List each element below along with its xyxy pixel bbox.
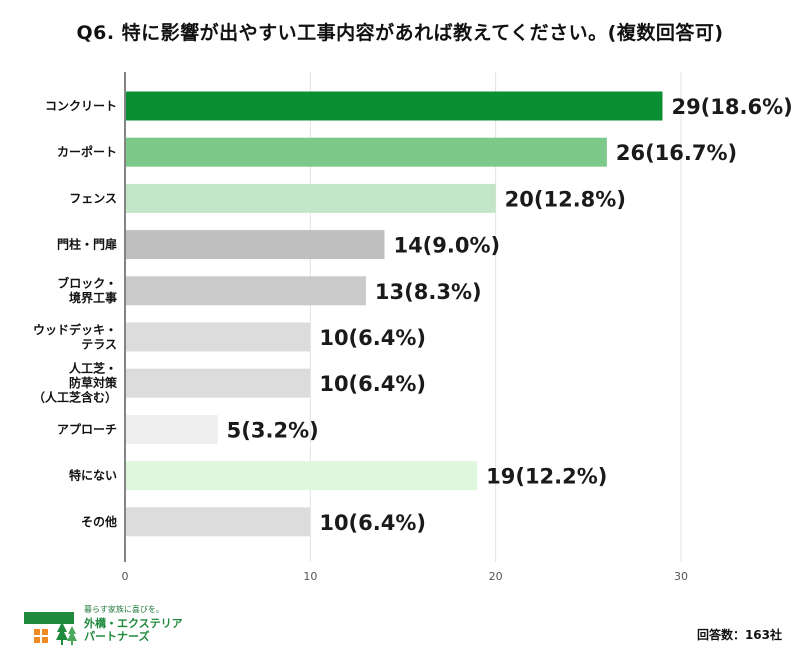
- category-label: その他: [81, 514, 117, 529]
- respondent-count: 回答数：163社: [696, 628, 782, 642]
- data-label: 10(6.4%): [319, 326, 426, 350]
- data-label: 19(12.2%): [486, 465, 607, 489]
- category-label-line: 門柱・門扉: [57, 237, 117, 252]
- category-label: 特にない: [69, 468, 117, 483]
- data-label: 10(6.4%): [319, 511, 426, 535]
- data-label: 10(6.4%): [319, 372, 426, 396]
- bar: [126, 276, 366, 306]
- category-label-line: カーポート: [57, 144, 117, 159]
- bar: [126, 137, 607, 167]
- data-label: 14(9.0%): [393, 234, 500, 258]
- chart-title: Q6. 特に影響が出やすい工事内容があれば教えてください。(複数回答可): [76, 22, 724, 44]
- x-tick-label: 20: [489, 570, 503, 583]
- category-label-line: 特にない: [69, 468, 117, 483]
- category-label-line: （人工芝含む）: [33, 390, 117, 405]
- category-label: ブロック・境界工事: [57, 276, 117, 306]
- x-tick-label: 30: [674, 570, 688, 583]
- data-label: 5(3.2%): [227, 418, 319, 442]
- category-label: 人工芝・防草対策（人工芝含む）: [33, 361, 118, 405]
- category-label-line: 境界工事: [69, 290, 117, 305]
- category-label-line: アプローチ: [57, 421, 117, 436]
- category-label: ウッドデッキ・テラス: [33, 322, 117, 352]
- category-label-line: ブロック・: [57, 276, 117, 291]
- category-label: アプローチ: [57, 421, 117, 436]
- category-label-line: テラス: [81, 337, 117, 351]
- data-label: 26(16.7%): [616, 141, 737, 165]
- bar: [126, 183, 496, 213]
- bar: [126, 414, 218, 444]
- data-label: 20(12.8%): [505, 187, 626, 211]
- bar-chart: 0 10 20 30 コンクリート 29(18.6%) カーポート 26(16.7%) フェンス…: [33, 72, 793, 583]
- bar: [126, 368, 311, 398]
- category-label-line: ウッドデッキ・: [33, 322, 117, 337]
- data-label: 29(18.6%): [671, 95, 792, 119]
- bar: [126, 461, 478, 491]
- logo-name: 外構・エクステリア パートナーズ: [84, 617, 183, 643]
- category-label-line: その他: [81, 514, 117, 529]
- category-label-line: フェンス: [69, 191, 117, 205]
- x-tick-label: 10: [303, 570, 317, 583]
- data-label: 13(8.3%): [375, 280, 482, 304]
- category-label: コンクリート: [45, 99, 117, 113]
- category-label: 門柱・門扉: [57, 237, 117, 252]
- category-label-line: コンクリート: [45, 99, 117, 113]
- bar: [126, 507, 311, 537]
- bar: [126, 322, 311, 352]
- category-label-line: 人工芝・: [69, 361, 117, 376]
- logo-icon: [24, 612, 77, 646]
- x-tick-label: 0: [122, 570, 129, 583]
- category-label: カーポート: [57, 144, 117, 159]
- bar: [126, 91, 663, 121]
- bar: [126, 230, 385, 260]
- category-label-line: 防草対策: [69, 375, 118, 390]
- category-label: フェンス: [69, 191, 117, 205]
- logo-tagline: 暮らす家族に喜びを。: [84, 605, 164, 614]
- logo-name-line1: 外構・エクステリア: [84, 617, 183, 630]
- logo-name-line2: パートナーズ: [84, 630, 150, 643]
